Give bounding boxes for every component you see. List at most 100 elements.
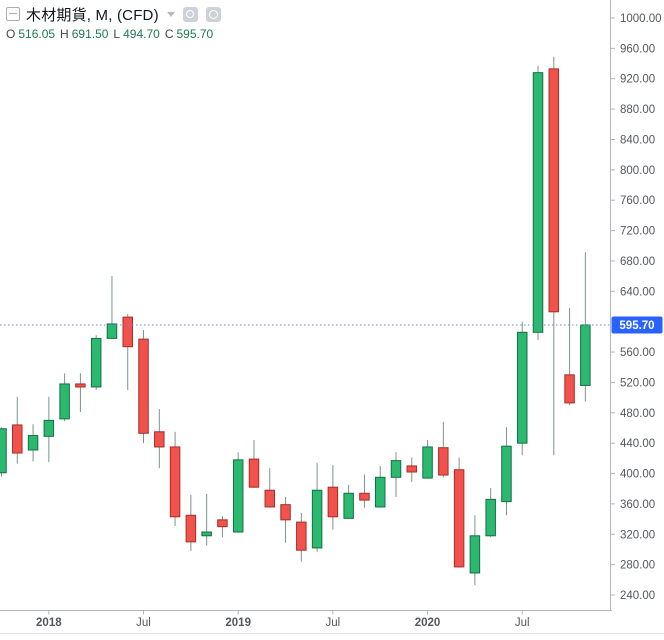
candle-body <box>564 374 575 404</box>
candle-2020-01 <box>422 440 433 479</box>
candle-body <box>169 446 181 518</box>
price-tick-label: 960.00 <box>620 43 655 55</box>
candle-body <box>201 531 212 537</box>
candle-body <box>343 492 354 519</box>
eye-button[interactable] <box>182 6 198 22</box>
close-value: 595.70 <box>176 27 214 41</box>
price-axis[interactable] <box>611 0 664 610</box>
candle-body <box>359 492 370 501</box>
time-axis[interactable] <box>0 611 664 633</box>
candle-2018-08 <box>154 408 165 469</box>
legend-title-row: 木材期貨, M, (CFD) <box>6 4 221 24</box>
candle-body <box>374 476 386 508</box>
candle-2018-05 <box>106 276 118 340</box>
price-tick-label: 280.00 <box>620 560 655 572</box>
price-tick-label: 400.00 <box>620 469 655 481</box>
symbol-title[interactable]: 木材期貨, M, (CFD) <box>26 6 159 24</box>
candles-layer <box>0 56 591 586</box>
price-tick-label: 640.00 <box>620 286 655 298</box>
price-tick-label: 440.00 <box>620 438 655 450</box>
price-tick-label: 240.00 <box>620 590 655 602</box>
candle-body <box>138 338 149 434</box>
candle-body <box>422 446 433 479</box>
time-tick-label: 2018 <box>36 617 62 629</box>
open-value: 516.05 <box>18 27 56 41</box>
candle-2019-10 <box>374 465 386 508</box>
time-tick-label: Jul <box>515 617 530 629</box>
price-tick-label: 720.00 <box>620 226 655 238</box>
candle-2018-09 <box>169 431 181 526</box>
candle-body <box>532 72 544 333</box>
candle-body <box>501 445 512 503</box>
price-tick-label: 880.00 <box>620 104 655 116</box>
time-tick-label: 2020 <box>415 617 441 629</box>
ohlc-row: O 516.05 H 691.50 L 494.70 C 595.70 <box>6 27 221 41</box>
candle-body <box>185 514 197 543</box>
price-tick-labels: 1000.00 960.00 920.00 880.00 840.00 800.00 760… <box>610 13 662 602</box>
time-tick-label: Jul <box>136 617 151 629</box>
price-tick-label: 480.00 <box>620 408 655 420</box>
time-tick-label: Jul <box>326 617 341 629</box>
candle-body <box>75 383 86 388</box>
candle-2018-04 <box>90 335 102 391</box>
gear-button[interactable] <box>205 6 221 22</box>
legend-collapse-icon[interactable] <box>6 7 20 21</box>
time-tick-label: 2019 <box>225 617 251 629</box>
candle-body <box>327 486 339 518</box>
ohlc-close: C 595.70 <box>165 27 213 41</box>
candle-2018-01 <box>43 396 55 463</box>
candle-2017-12 <box>27 424 39 462</box>
candle-2019-11 <box>390 452 402 498</box>
candle-2019-07 <box>327 465 339 530</box>
low-label: L <box>113 27 121 41</box>
candle-body <box>453 469 465 568</box>
high-value: 691.50 <box>71 27 109 41</box>
candle-body <box>106 323 118 339</box>
last-price-value: 595.70 <box>619 320 654 332</box>
eye-icon <box>186 10 195 18</box>
price-tick-label: 320.00 <box>620 529 655 541</box>
candle-2018-03 <box>75 373 86 413</box>
candle-2018-02 <box>59 373 70 422</box>
price-tick-label: 1000.00 <box>620 13 662 25</box>
candle-body <box>12 424 23 454</box>
candle-body <box>580 324 591 386</box>
price-tick-label: 680.00 <box>620 256 655 268</box>
candle-2020-03 <box>453 457 465 568</box>
candle-body <box>438 447 449 476</box>
candle-2019-12 <box>406 457 418 482</box>
candle-2018-10 <box>185 494 197 551</box>
candle-2019-04 <box>280 497 291 543</box>
ohlc-high: H 691.50 <box>60 27 108 41</box>
candle-2019-08 <box>343 484 354 520</box>
candle-body <box>485 498 496 537</box>
high-label: H <box>60 27 69 41</box>
candle-2018-11 <box>201 494 212 546</box>
candle-body <box>43 419 55 437</box>
candle-body <box>516 331 528 444</box>
price-tick-label: 800.00 <box>620 165 655 177</box>
candle-body <box>311 489 323 549</box>
candle-2020-02 <box>438 421 449 478</box>
candle-body <box>296 521 307 551</box>
candle-2020-11 <box>580 252 591 402</box>
candle-2019-02 <box>248 440 260 488</box>
candle-2018-07 <box>138 330 149 444</box>
candle-body <box>248 458 260 488</box>
gear-icon <box>208 9 218 19</box>
candle-body <box>232 459 244 533</box>
last-price-label: 595.70 <box>611 316 663 334</box>
candle-2017-10 <box>0 427 7 477</box>
candle-2020-07 <box>516 321 528 456</box>
chevron-down-icon[interactable] <box>166 11 175 17</box>
price-tick-label: 760.00 <box>620 195 655 207</box>
chart-legend: 木材期貨, M, (CFD) O 516.05 H 691.50 L 494.7… <box>6 4 221 41</box>
price-tick-label: 360.00 <box>620 499 655 511</box>
price-tick-label: 920.00 <box>620 74 655 86</box>
candle-body <box>217 519 228 528</box>
candle-2020-10 <box>564 308 575 406</box>
candle-2020-08 <box>532 65 544 340</box>
price-tick-label: 520.00 <box>620 377 655 389</box>
open-label: O <box>6 27 16 41</box>
